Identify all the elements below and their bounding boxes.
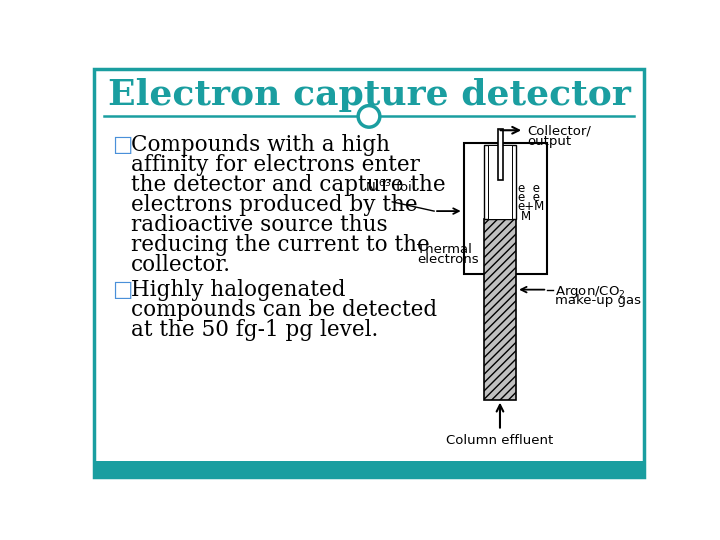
Text: affinity for electrons enter: affinity for electrons enter [131, 154, 420, 176]
Bar [484, 219, 516, 400]
Text: radioactive source thus: radioactive source thus [131, 214, 387, 236]
Text: output: output [527, 135, 571, 148]
Text: make-up gas: make-up gas [555, 294, 641, 307]
Text: electrons: electrons [417, 253, 479, 266]
Text: the detector and capture the: the detector and capture the [131, 174, 446, 196]
Text: Thermal: Thermal [417, 244, 472, 256]
Text: Collector/: Collector/ [527, 125, 591, 138]
Text: e  e: e e [518, 182, 540, 195]
Text: electrons produced by the: electrons produced by the [131, 194, 418, 216]
Bar [94, 461, 644, 477]
Text: Compounds with a high: Compounds with a high [131, 134, 390, 156]
Text: Argon/CO$_2$: Argon/CO$_2$ [555, 284, 626, 300]
Circle shape [358, 106, 380, 127]
Text: Electron capture detector: Electron capture detector [107, 78, 631, 112]
Bar [488, 145, 512, 219]
Text: Column effluent: Column effluent [446, 434, 554, 448]
Text: reducing the current to the: reducing the current to the [131, 234, 430, 256]
Bar [464, 143, 547, 274]
Text: at the 50 fg-1 pg level.: at the 50 fg-1 pg level. [131, 319, 378, 341]
Text: e  e: e e [518, 191, 540, 204]
FancyBboxPatch shape [94, 69, 644, 477]
Text: □: □ [112, 279, 132, 301]
Bar [484, 145, 516, 219]
Text: collector.: collector. [131, 254, 231, 276]
Text: Highly halogenated: Highly halogenated [131, 279, 346, 301]
Text: □: □ [112, 134, 132, 156]
Text: M: M [521, 210, 531, 222]
Text: compounds can be detected: compounds can be detected [131, 299, 437, 321]
Text: e+M: e+M [518, 200, 545, 213]
Text: Ni$^{63}$ foil: Ni$^{63}$ foil [365, 179, 416, 195]
Bar [498, 130, 503, 180]
